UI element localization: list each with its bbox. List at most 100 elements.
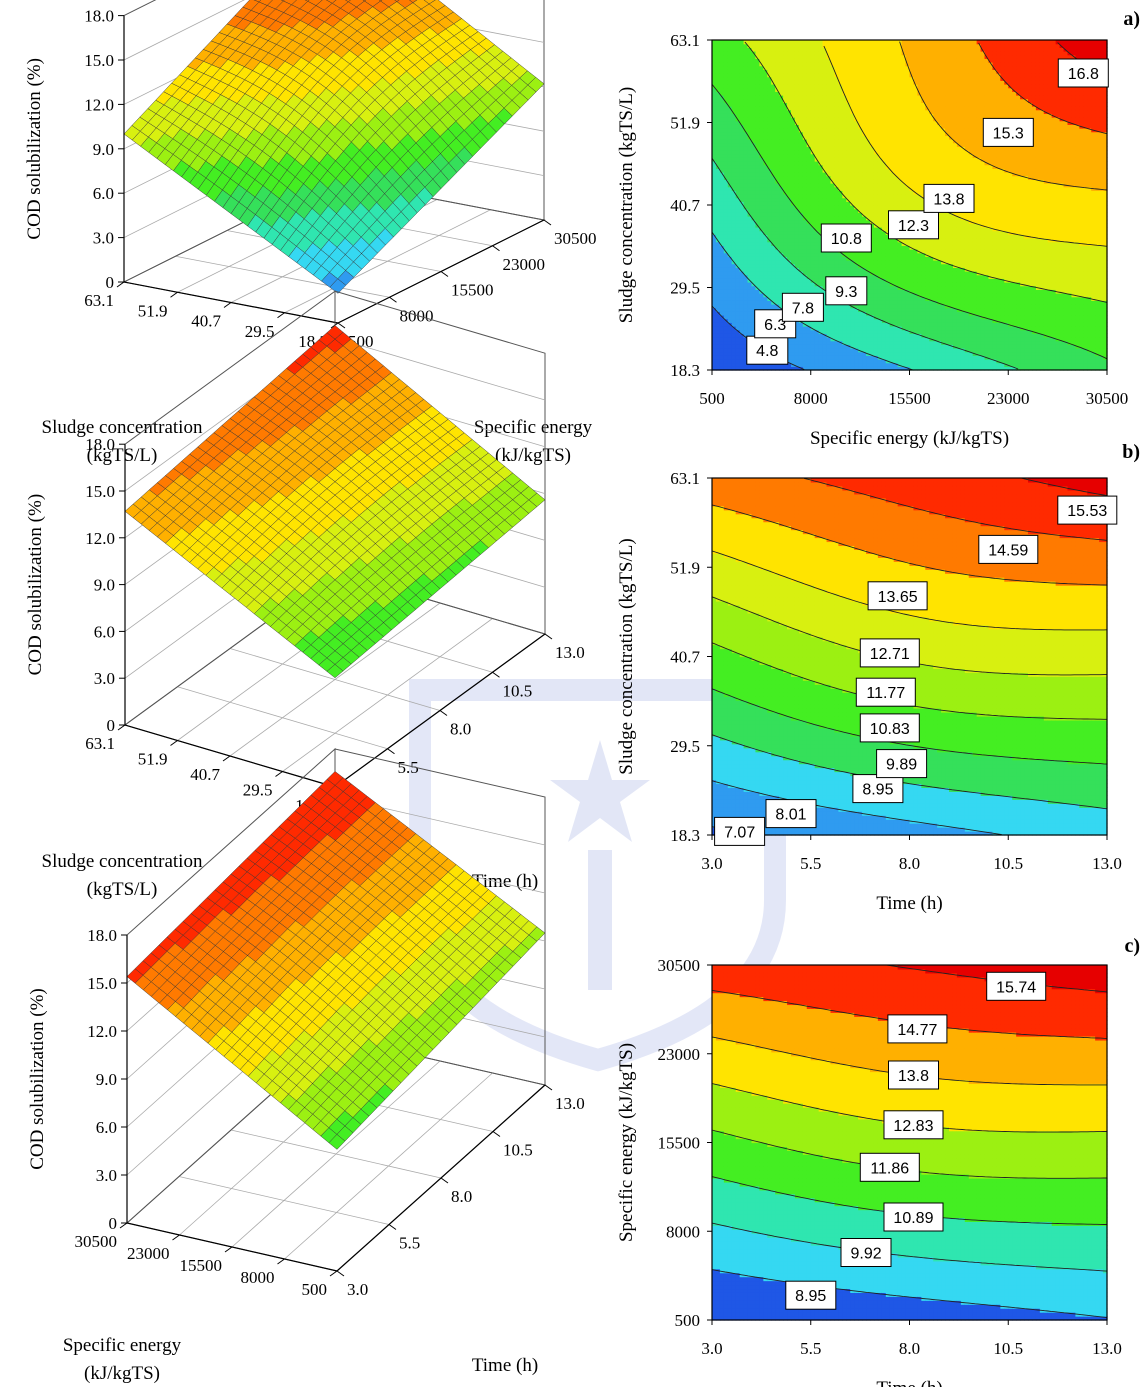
contour-cell bbox=[767, 66, 772, 70]
contour-cell bbox=[842, 121, 847, 125]
contour-cell bbox=[720, 139, 725, 143]
contour-cell bbox=[878, 91, 883, 95]
contour-cell bbox=[720, 344, 725, 348]
contour-cell bbox=[712, 165, 717, 169]
contour-cell bbox=[878, 106, 883, 110]
contour-cell bbox=[866, 205, 871, 209]
contour-cell bbox=[736, 355, 741, 359]
contour-cell bbox=[838, 201, 843, 205]
contour-cell bbox=[744, 201, 749, 205]
contour-cell bbox=[716, 231, 721, 235]
contour-cell bbox=[807, 187, 812, 191]
contour-cell bbox=[755, 271, 760, 275]
contour-cell bbox=[744, 220, 749, 224]
contour-cell bbox=[838, 157, 843, 161]
contour-cell bbox=[831, 157, 836, 161]
contour-cell bbox=[811, 176, 816, 180]
contour-cell bbox=[767, 245, 772, 249]
contour-cell bbox=[716, 51, 721, 55]
contour-cell bbox=[779, 121, 784, 125]
contour-cell bbox=[878, 172, 883, 176]
contour-cell bbox=[878, 231, 883, 235]
contour-cell bbox=[736, 66, 741, 70]
contour-cell bbox=[815, 172, 820, 176]
contour-cell bbox=[890, 245, 895, 249]
contour-cell bbox=[878, 187, 883, 191]
contour-cell bbox=[886, 172, 891, 176]
contour-cell bbox=[890, 176, 895, 180]
contour-cell bbox=[767, 216, 772, 220]
contour-cell bbox=[740, 264, 745, 268]
contour-cell bbox=[775, 231, 780, 235]
contour-cell bbox=[886, 121, 891, 125]
contour-cell bbox=[787, 220, 792, 224]
contour-cell bbox=[775, 165, 780, 169]
contour-cell bbox=[783, 150, 788, 154]
contour-cell bbox=[728, 359, 733, 363]
contour-cell bbox=[874, 278, 879, 282]
contour-cell bbox=[882, 271, 887, 275]
contour-cell bbox=[787, 216, 792, 220]
contour-cell bbox=[795, 212, 800, 216]
contour-cell bbox=[831, 216, 836, 220]
contour-cell bbox=[811, 95, 816, 99]
contour-cell bbox=[803, 157, 808, 161]
contour-cell bbox=[712, 267, 717, 271]
contour-cell bbox=[771, 183, 776, 187]
contour-cell bbox=[720, 40, 725, 44]
contour-cell bbox=[716, 124, 721, 128]
contour-cell bbox=[752, 234, 757, 238]
contour-cell bbox=[783, 212, 788, 216]
contour-cell bbox=[748, 194, 753, 198]
contour-cell bbox=[791, 69, 796, 73]
contour-cell bbox=[783, 51, 788, 55]
contour-cell bbox=[858, 58, 863, 62]
contour-cell bbox=[736, 69, 741, 73]
contour-cell bbox=[831, 341, 836, 345]
contour-cell bbox=[811, 77, 816, 81]
contour-cell bbox=[886, 242, 891, 246]
contour-cell bbox=[799, 176, 804, 180]
contour-cell bbox=[724, 135, 729, 139]
contour-cell bbox=[779, 238, 784, 242]
contour-cell bbox=[831, 315, 836, 319]
right-tick-mark bbox=[390, 297, 397, 302]
contour-cell bbox=[858, 47, 863, 51]
contour-cell bbox=[886, 84, 891, 88]
contour-cell bbox=[720, 55, 725, 59]
contour-cell bbox=[815, 91, 820, 95]
contour-cell bbox=[823, 139, 828, 143]
contour-cell bbox=[771, 209, 776, 213]
contour-cell bbox=[834, 326, 839, 330]
contour-cell bbox=[886, 315, 891, 319]
contour-cell bbox=[775, 47, 780, 51]
contour-cell bbox=[724, 110, 729, 114]
contour-cell bbox=[755, 95, 760, 99]
contour-cell bbox=[795, 143, 800, 147]
contour-cell bbox=[823, 176, 828, 180]
contour-cell bbox=[823, 326, 828, 330]
contour-cell bbox=[795, 183, 800, 187]
contour-cell bbox=[862, 333, 867, 337]
contour-cell bbox=[775, 143, 780, 147]
contour-cell bbox=[755, 69, 760, 73]
contour-plot-1: 4.86.37.89.310.812.313.815.316.8500 8000 1… bbox=[616, 8, 1140, 449]
contour-cell bbox=[815, 139, 820, 143]
contour-cell bbox=[811, 212, 816, 216]
contour-cell bbox=[874, 286, 879, 290]
contour-cell bbox=[732, 135, 737, 139]
contour-cell bbox=[752, 253, 757, 257]
contour-cell bbox=[724, 73, 729, 77]
contour-cell bbox=[807, 150, 812, 154]
contour-cell bbox=[720, 132, 725, 136]
contour-cell bbox=[767, 91, 772, 95]
contour-cell bbox=[846, 73, 851, 77]
z-tick-label: 15.0 bbox=[84, 51, 114, 70]
contour-cell bbox=[858, 363, 863, 367]
contour-cell bbox=[858, 194, 863, 198]
contour-cell bbox=[728, 344, 733, 348]
contour-cell bbox=[878, 135, 883, 139]
contour-cell bbox=[870, 91, 875, 95]
contour-cell bbox=[882, 91, 887, 95]
contour-cell bbox=[803, 154, 808, 158]
